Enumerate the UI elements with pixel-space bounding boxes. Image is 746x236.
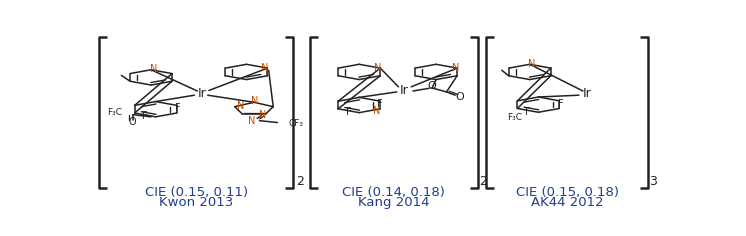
Text: F₃C: F₃C	[107, 108, 122, 117]
Text: F₃C: F₃C	[507, 113, 521, 122]
Text: N: N	[248, 116, 255, 126]
Text: N: N	[374, 63, 382, 73]
Text: N: N	[262, 63, 269, 73]
Text: N: N	[251, 96, 258, 106]
Text: 3: 3	[649, 175, 656, 188]
Text: N: N	[528, 59, 536, 69]
Text: F: F	[525, 107, 531, 117]
Text: F: F	[346, 107, 351, 117]
Text: F: F	[142, 111, 148, 121]
Text: O: O	[129, 117, 137, 127]
Text: 2: 2	[296, 175, 304, 188]
Text: N: N	[451, 63, 459, 73]
Text: Ir: Ir	[198, 87, 207, 100]
Text: AK44 2012: AK44 2012	[531, 196, 604, 209]
Text: N: N	[236, 101, 244, 111]
Text: CIE (0.15, 0.11): CIE (0.15, 0.11)	[145, 186, 248, 199]
Text: N: N	[150, 64, 157, 74]
Text: Ir: Ir	[400, 84, 409, 97]
Text: Kang 2014: Kang 2014	[358, 196, 430, 209]
Text: CIE (0.15, 0.18): CIE (0.15, 0.18)	[515, 186, 619, 199]
Text: F: F	[377, 99, 383, 110]
Text: O: O	[455, 92, 464, 102]
Text: CIE (0.14, 0.18): CIE (0.14, 0.18)	[342, 186, 445, 199]
Text: F: F	[175, 103, 181, 113]
Text: 2: 2	[480, 175, 487, 188]
Text: F: F	[558, 99, 563, 109]
Text: N: N	[373, 106, 380, 116]
Text: CF₃: CF₃	[289, 119, 304, 128]
Text: N: N	[260, 110, 266, 120]
Text: O: O	[427, 81, 436, 92]
Text: Kwon 2013: Kwon 2013	[159, 196, 233, 209]
Text: Ir: Ir	[583, 87, 592, 100]
